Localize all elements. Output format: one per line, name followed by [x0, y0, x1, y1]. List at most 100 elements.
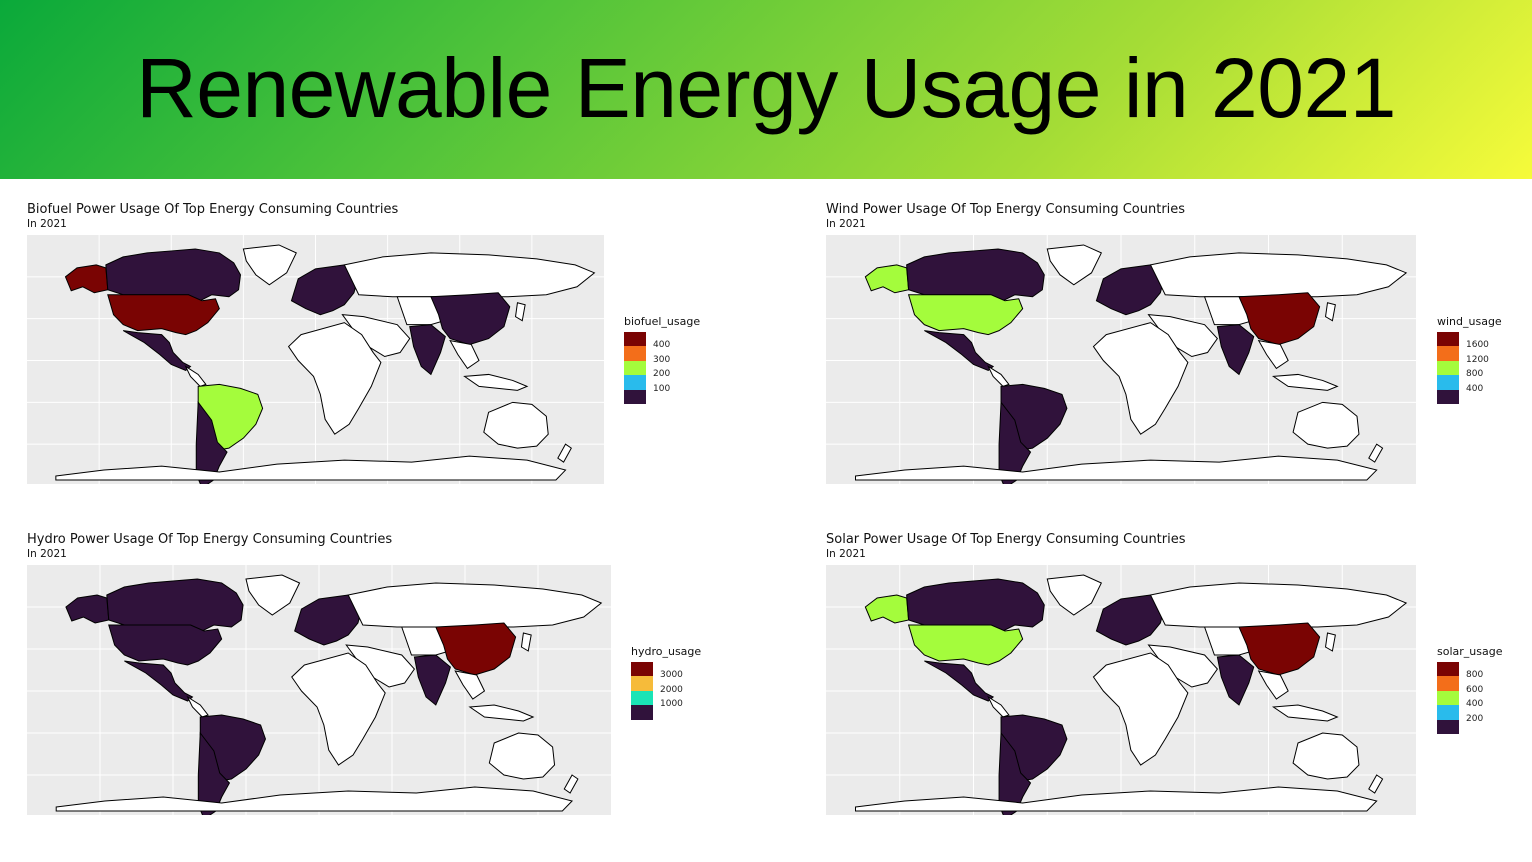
- country-greenland: [1047, 575, 1101, 615]
- country-china: [436, 623, 516, 675]
- legend-swatch: [1437, 690, 1459, 706]
- country-usa: [108, 295, 220, 335]
- country-alaska: [66, 595, 109, 623]
- legend-label: 1200: [1466, 354, 1489, 365]
- title-banner: Renewable Energy Usage in 2021: [0, 0, 1532, 179]
- country-canada: [107, 579, 243, 631]
- legend-label: 400: [1466, 383, 1484, 394]
- map-legend: solar_usage 800 600 400 200: [1437, 645, 1503, 734]
- country-nz: [558, 444, 571, 462]
- legend-swatch: [1437, 676, 1459, 691]
- country-mexico: [124, 661, 192, 701]
- legend-swatch: [631, 662, 653, 677]
- country-japan: [516, 303, 526, 321]
- country-india: [414, 655, 450, 705]
- legend-label: 100: [653, 383, 671, 394]
- legend-label: 2000: [660, 684, 683, 695]
- country-china: [1239, 623, 1320, 675]
- country-mexico: [924, 331, 993, 371]
- map-legend: biofuel_usage 400 300 200 100: [624, 315, 701, 404]
- country-africa: [289, 323, 381, 435]
- legend-label: 3000: [660, 670, 683, 681]
- country-usa: [909, 295, 1023, 335]
- country-china: [431, 293, 510, 345]
- legend-swatch: [624, 332, 646, 347]
- country-seasia: [450, 341, 479, 369]
- country-russia: [1151, 253, 1407, 297]
- country-russia: [1151, 583, 1407, 627]
- legend-label: 800: [1466, 369, 1484, 380]
- country-china: [1239, 293, 1320, 345]
- map-subtitle: In 2021: [27, 548, 67, 560]
- country-australia: [1293, 733, 1359, 779]
- country-nz: [564, 775, 578, 793]
- legend-swatch: [624, 346, 646, 361]
- country-australia: [489, 733, 554, 779]
- map-title: Biofuel Power Usage Of Top Energy Consum…: [27, 202, 399, 217]
- legend-swatch: [1437, 360, 1459, 376]
- legend-swatch: [624, 360, 646, 376]
- country-india: [1217, 655, 1253, 705]
- country-russia: [348, 583, 601, 627]
- country-japan: [521, 633, 531, 651]
- country-russia: [344, 253, 594, 297]
- country-antarctica: [856, 787, 1377, 811]
- country-australia: [1293, 402, 1359, 448]
- country-africa: [1093, 653, 1187, 765]
- map-subtitle: In 2021: [826, 218, 866, 230]
- legend-label: 200: [653, 369, 671, 380]
- country-canada: [106, 249, 241, 301]
- country-camerica: [988, 366, 1009, 386]
- world-map: [27, 565, 611, 815]
- country-greenland: [243, 245, 296, 285]
- country-seasia: [1259, 341, 1289, 369]
- country-europe: [1096, 265, 1165, 315]
- legend-colorbar: [624, 332, 646, 404]
- map-canvas: [27, 235, 604, 484]
- country-usa: [109, 625, 222, 665]
- country-mexico: [123, 331, 190, 371]
- legend-swatch: [1437, 375, 1459, 390]
- country-japan: [1326, 633, 1336, 651]
- country-antarctica: [56, 456, 566, 480]
- country-greenland: [1047, 245, 1101, 285]
- legend-title: solar_usage: [1437, 645, 1503, 658]
- legend-label: 1600: [1466, 340, 1489, 351]
- map-title: Hydro Power Usage Of Top Energy Consumin…: [27, 532, 393, 547]
- map-canvas: [27, 565, 611, 815]
- country-seasia: [1259, 671, 1289, 699]
- map-subtitle: In 2021: [826, 548, 866, 560]
- country-camerica: [186, 366, 206, 386]
- country-india: [410, 325, 446, 375]
- country-canada: [907, 249, 1045, 301]
- legend-colorbar: [1437, 332, 1459, 404]
- map-legend: hydro_usage 3000 2000 1000: [631, 645, 701, 720]
- country-alaska: [865, 265, 908, 293]
- country-greenland: [246, 575, 300, 615]
- legend-label: 1000: [660, 699, 683, 710]
- legend-swatch: [631, 690, 653, 706]
- country-indo: [1273, 705, 1337, 721]
- legend-label: 400: [653, 340, 671, 351]
- map-title: Wind Power Usage Of Top Energy Consuming…: [826, 202, 1186, 217]
- legend-title: biofuel_usage: [624, 315, 701, 328]
- map-canvas: [826, 235, 1416, 484]
- legend-swatch: [1437, 389, 1459, 404]
- country-europe: [295, 595, 363, 645]
- country-alaska: [65, 265, 107, 293]
- map-legend: wind_usage 1600 1200 800 400: [1437, 315, 1502, 404]
- legend-label: 800: [1466, 670, 1484, 681]
- map-title: Solar Power Usage Of Top Energy Consumin…: [826, 532, 1186, 547]
- world-map: [27, 235, 604, 484]
- legend-colorbar: [631, 662, 653, 720]
- map-canvas: [826, 565, 1416, 815]
- world-map: [826, 235, 1416, 484]
- country-indo: [1273, 374, 1337, 390]
- legend-label: 600: [1466, 684, 1484, 695]
- legend-swatch: [631, 676, 653, 691]
- country-nz: [1369, 775, 1383, 793]
- country-camerica: [988, 697, 1009, 717]
- legend-colorbar: [1437, 662, 1459, 734]
- page-title: Renewable Energy Usage in 2021: [136, 41, 1396, 135]
- legend-swatch: [624, 375, 646, 390]
